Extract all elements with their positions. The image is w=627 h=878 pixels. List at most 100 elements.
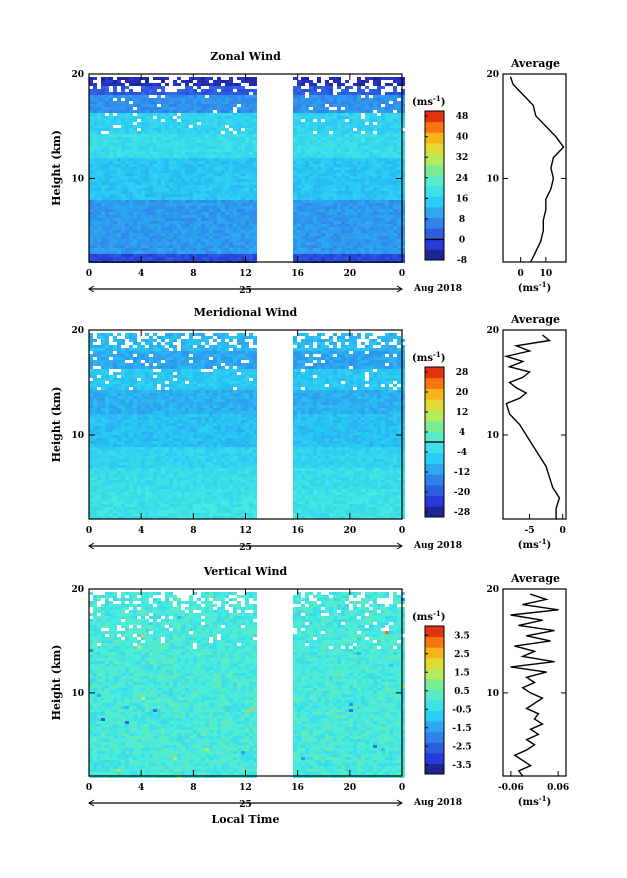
heatmap-cell xyxy=(301,77,305,80)
heatmap-cell xyxy=(201,107,205,110)
heatmap-cell xyxy=(193,188,197,191)
heatmap-cell xyxy=(345,200,349,203)
heatmap-cell xyxy=(373,143,377,146)
heatmap-cell xyxy=(301,143,305,146)
heatmap-cell xyxy=(337,98,341,101)
heatmap-cell xyxy=(397,185,401,188)
heatmap-cell xyxy=(333,152,337,155)
heatmap-cell xyxy=(373,101,377,104)
heatmap-cell xyxy=(249,149,253,152)
heatmap-cell xyxy=(169,122,173,125)
heatmap-cell xyxy=(361,236,365,239)
heatmap-cell xyxy=(293,128,297,131)
heatmap-cell xyxy=(197,119,201,122)
heatmap-cell xyxy=(101,257,105,260)
heatmap-cell xyxy=(129,248,133,251)
heatmap-cell xyxy=(321,131,325,134)
colorbar-segment xyxy=(425,164,444,175)
heatmap-cell xyxy=(153,146,157,149)
heatmap-cell xyxy=(113,182,117,185)
heatmap-cell xyxy=(121,257,125,260)
heatmap-cell xyxy=(185,134,189,137)
heatmap-cell xyxy=(133,236,137,239)
heatmap-cell xyxy=(373,179,377,182)
heatmap-cell xyxy=(385,167,389,170)
heatmap-cell xyxy=(169,170,173,173)
heatmap-cell xyxy=(301,110,305,113)
heatmap-cell xyxy=(221,188,225,191)
heatmap-cell xyxy=(201,131,205,134)
heatmap-cell xyxy=(237,239,241,242)
heatmap-cell xyxy=(361,179,365,182)
heatmap-cell xyxy=(121,465,125,468)
heatmap-cell xyxy=(105,77,109,80)
heatmap-cell xyxy=(385,251,389,254)
heatmap-cell xyxy=(137,381,141,384)
heatmap-cell xyxy=(305,242,309,245)
heatmap-cell xyxy=(197,206,201,209)
heatmap-cell xyxy=(337,194,341,197)
heatmap-cell xyxy=(341,221,345,224)
heatmap-cell xyxy=(293,104,297,107)
heatmap-cell xyxy=(149,239,153,242)
heatmap-cell xyxy=(213,215,217,218)
heatmap-cell xyxy=(113,468,117,471)
heatmap-cell xyxy=(193,209,197,212)
heatmap-cell xyxy=(169,251,173,254)
heatmap-cell xyxy=(217,125,221,128)
heatmap-cell xyxy=(209,200,213,203)
heatmap-cell xyxy=(185,125,189,128)
heatmap-cell xyxy=(205,218,209,221)
heatmap-cell xyxy=(121,339,125,342)
heatmap-cell xyxy=(245,155,249,158)
heatmap-cell xyxy=(329,230,333,233)
heatmap-cell xyxy=(105,125,109,128)
heatmap-cell xyxy=(133,447,137,450)
heatmap-cell xyxy=(169,152,173,155)
heatmap-cell xyxy=(297,173,301,176)
heatmap-cell xyxy=(397,227,401,230)
heatmap-cell xyxy=(117,378,121,381)
heatmap-cell xyxy=(357,167,361,170)
heatmap-cell xyxy=(177,233,181,236)
heatmap-cell xyxy=(393,92,397,95)
heatmap-cell xyxy=(105,248,109,251)
heatmap-cell xyxy=(185,131,189,134)
heatmap-cell xyxy=(125,116,129,119)
heatmap-cell xyxy=(137,92,141,95)
heatmap-cell xyxy=(233,128,237,131)
heatmap-cell xyxy=(305,158,309,161)
heatmap-cell xyxy=(133,80,137,83)
heatmap-cell xyxy=(133,450,137,453)
heatmap-cell xyxy=(345,161,349,164)
heatmap-cell xyxy=(125,459,129,462)
heatmap-cell xyxy=(249,197,253,200)
heatmap-cell xyxy=(237,146,241,149)
heatmap-cell xyxy=(125,179,129,182)
heatmap-cell xyxy=(173,191,177,194)
heatmap-cell xyxy=(101,119,105,122)
heatmap-cell xyxy=(121,399,125,402)
heatmap-cell xyxy=(313,251,317,254)
heatmap-cell xyxy=(377,176,381,179)
heatmap-cell xyxy=(137,209,141,212)
heatmap-cell xyxy=(205,185,209,188)
heatmap-cell xyxy=(297,218,301,221)
heatmap-cell xyxy=(105,86,109,89)
heatmap-cell xyxy=(101,447,105,450)
heatmap-cell xyxy=(381,206,385,209)
heatmap-cell xyxy=(249,80,253,83)
heatmap-cell xyxy=(117,387,121,390)
heatmap-cell xyxy=(305,101,309,104)
heatmap-cell xyxy=(377,125,381,128)
heatmap-cell xyxy=(117,366,121,369)
heatmap-cell xyxy=(157,167,161,170)
heatmap-cell xyxy=(117,381,121,384)
heatmap-cell xyxy=(185,251,189,254)
heatmap-cell xyxy=(117,513,121,516)
heatmap-cell xyxy=(369,218,373,221)
heatmap-cell xyxy=(177,176,181,179)
heatmap-cell xyxy=(141,140,145,143)
heatmap-cell xyxy=(325,170,329,173)
heatmap-cell xyxy=(105,333,109,336)
